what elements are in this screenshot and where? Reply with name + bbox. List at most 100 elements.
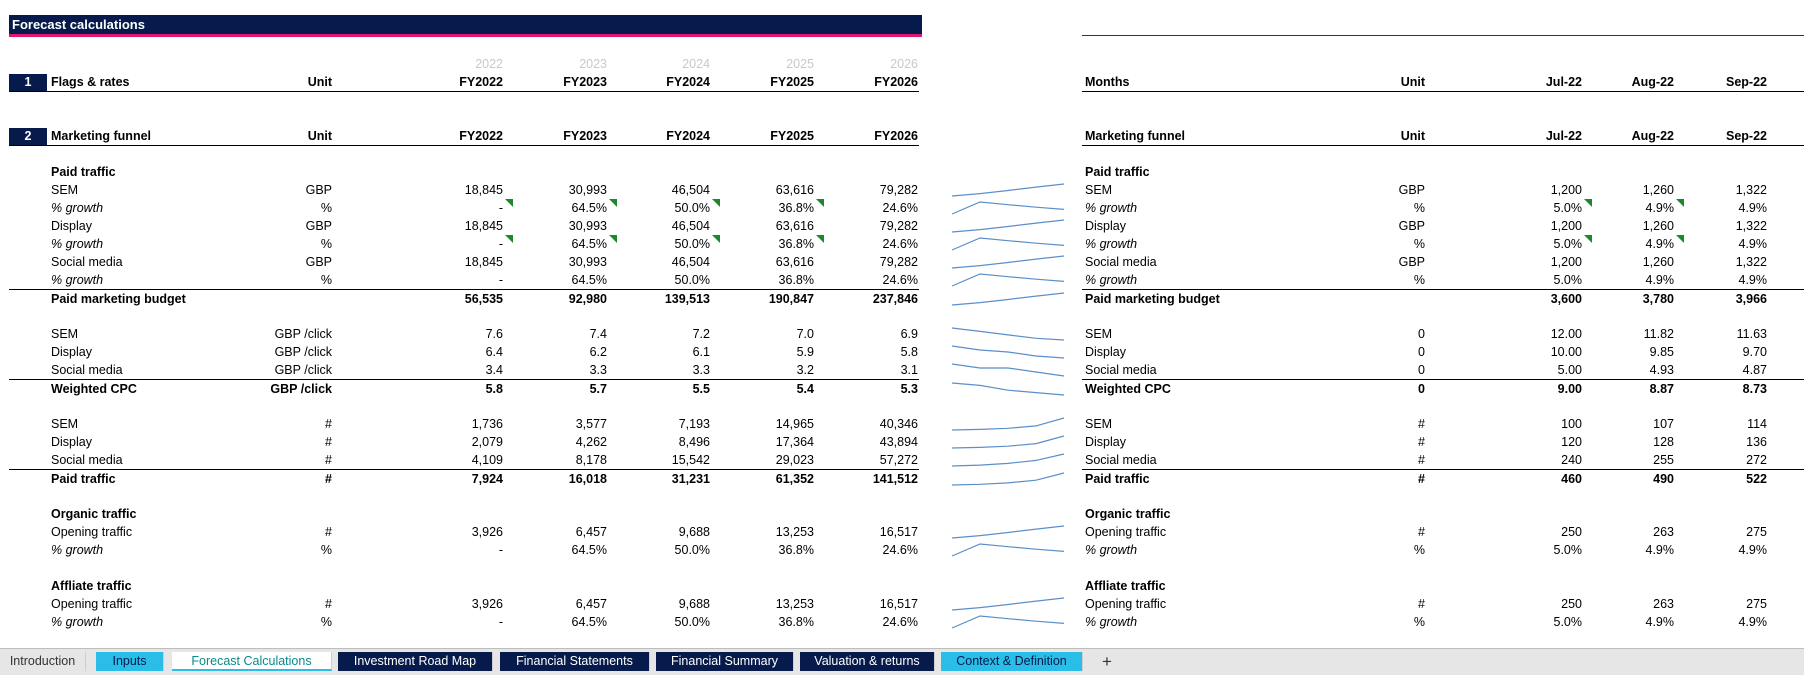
sheet-tab-context-definition[interactable]: Context & Definition	[941, 652, 1083, 671]
unit-header[interactable]: Unit	[1400, 129, 1425, 143]
row-unit[interactable]: #	[1418, 472, 1425, 486]
value-cell[interactable]: 43,894	[879, 435, 918, 449]
period-header[interactable]: FY2025	[770, 75, 814, 89]
row-unit[interactable]: %	[1413, 615, 1425, 629]
value-cell[interactable]: 8,178	[575, 453, 607, 467]
value-cell[interactable]: 4.9%	[1738, 615, 1768, 629]
value-cell[interactable]: 30,993	[568, 219, 607, 233]
value-cell[interactable]: 3,926	[471, 597, 503, 611]
value-cell[interactable]: 56,535	[464, 292, 503, 306]
value-cell[interactable]: 5.9	[796, 345, 814, 359]
value-cell[interactable]: 50.0%	[674, 543, 710, 557]
value-cell[interactable]: 13,253	[775, 597, 814, 611]
value-cell[interactable]: 36.8%	[737, 235, 824, 253]
value-cell[interactable]: 5.0%	[1505, 235, 1592, 253]
value-cell[interactable]: 3.2	[796, 363, 814, 377]
value-cell[interactable]: -	[498, 615, 503, 629]
value-cell[interactable]: 3,926	[471, 525, 503, 539]
value-cell[interactable]: 9.85	[1649, 345, 1674, 359]
value-cell[interactable]: 79,282	[879, 255, 918, 269]
value-cell[interactable]: 8.73	[1742, 382, 1767, 396]
period-header[interactable]: FY2026	[874, 129, 918, 143]
value-cell[interactable]: 9.70	[1742, 345, 1767, 359]
row-unit[interactable]: #	[1418, 435, 1425, 449]
row-label[interactable]: Paid marketing budget	[1085, 292, 1220, 306]
value-cell[interactable]: 272	[1746, 453, 1767, 467]
value-cell[interactable]: 16,517	[879, 525, 918, 539]
row-label[interactable]: Social media	[51, 453, 123, 467]
row-label[interactable]: SEM	[51, 327, 79, 341]
value-cell[interactable]: 15,542	[671, 453, 710, 467]
row-unit[interactable]: %	[320, 237, 332, 251]
row-label[interactable]: SEM	[1085, 327, 1113, 341]
group-heading[interactable]: Affliate traffic	[51, 579, 132, 593]
value-cell[interactable]: 6.2	[589, 345, 607, 359]
row-label[interactable]: Display	[1085, 219, 1126, 233]
value-cell[interactable]: 3.4	[485, 363, 503, 377]
value-cell[interactable]: 3,780	[1642, 292, 1674, 306]
unit-header[interactable]: Unit	[1400, 75, 1425, 89]
value-cell[interactable]: 10.00	[1550, 345, 1582, 359]
year-label[interactable]: 2026	[890, 57, 918, 71]
row-label[interactable]: % growth	[51, 201, 104, 215]
value-cell[interactable]: 24.6%	[882, 237, 918, 251]
row-label[interactable]: Opening traffic	[1085, 597, 1167, 611]
value-cell[interactable]: 5.4	[796, 382, 814, 396]
row-unit[interactable]: #	[325, 525, 332, 539]
value-cell[interactable]: 57,272	[879, 453, 918, 467]
row-label[interactable]: % growth	[51, 615, 104, 629]
row-label[interactable]: Social media	[1085, 453, 1157, 467]
value-cell[interactable]: 5.7	[589, 382, 607, 396]
value-cell[interactable]: 7.4	[589, 327, 607, 341]
unit-header[interactable]: Unit	[307, 129, 332, 143]
value-cell[interactable]: 1,322	[1735, 219, 1767, 233]
value-cell[interactable]: 3.1	[900, 363, 918, 377]
period-header[interactable]: FY2022	[459, 75, 503, 89]
row-unit[interactable]: 0	[1418, 363, 1425, 377]
value-cell[interactable]: 3.3	[692, 363, 710, 377]
value-cell[interactable]: 100	[1561, 417, 1582, 431]
value-cell[interactable]: 4.9%	[1738, 237, 1768, 251]
value-cell[interactable]: 3,577	[575, 417, 607, 431]
group-heading[interactable]: Organic traffic	[1085, 507, 1171, 521]
value-cell[interactable]: 64.5%	[571, 543, 607, 557]
value-cell[interactable]: 4.9%	[1738, 201, 1768, 215]
row-label[interactable]: Social media	[51, 255, 123, 269]
value-cell[interactable]: 5.0%	[1553, 273, 1583, 287]
sheet-tab-financial-statements[interactable]: Financial Statements	[500, 652, 650, 671]
row-unit[interactable]: GBP	[305, 219, 332, 233]
sheet-tab-inputs[interactable]: Inputs	[96, 652, 164, 671]
value-cell[interactable]: 18,845	[464, 255, 503, 269]
value-cell[interactable]: 64.5%	[571, 615, 607, 629]
row-label[interactable]: Opening traffic	[1085, 525, 1167, 539]
value-cell[interactable]: 1,260	[1642, 183, 1674, 197]
value-cell[interactable]: 9,688	[678, 525, 710, 539]
value-cell[interactable]: 4.9%	[1645, 273, 1675, 287]
value-cell[interactable]: 1,322	[1735, 183, 1767, 197]
sheet-tab-investment-road-map[interactable]: Investment Road Map	[338, 652, 493, 671]
row-label[interactable]: % growth	[51, 543, 104, 557]
row-label[interactable]: Paid marketing budget	[51, 292, 186, 306]
value-cell[interactable]: 3,600	[1550, 292, 1582, 306]
period-header[interactable]: Sep-22	[1726, 75, 1767, 89]
row-unit[interactable]: %	[1413, 237, 1425, 251]
row-unit[interactable]: #	[325, 417, 332, 431]
row-unit[interactable]: %	[320, 273, 332, 287]
value-cell[interactable]: 128	[1653, 435, 1674, 449]
row-label[interactable]: Opening traffic	[51, 597, 133, 611]
row-unit[interactable]: GBP	[1398, 183, 1425, 197]
group-heading[interactable]: Affliate traffic	[1085, 579, 1166, 593]
value-cell[interactable]: 63,616	[775, 183, 814, 197]
value-cell[interactable]: 92,980	[568, 292, 607, 306]
value-cell[interactable]: 63,616	[775, 255, 814, 269]
sheet-tab-introduction[interactable]: Introduction	[0, 652, 86, 671]
value-cell[interactable]: 18,845	[464, 219, 503, 233]
value-cell[interactable]: -	[426, 235, 513, 253]
row-unit[interactable]: GBP	[305, 183, 332, 197]
row-label[interactable]: Paid traffic	[1085, 472, 1150, 486]
unit-header[interactable]: Unit	[307, 75, 332, 89]
value-cell[interactable]: 36.8%	[737, 199, 824, 217]
value-cell[interactable]: 31,231	[671, 472, 710, 486]
value-cell[interactable]: 490	[1653, 472, 1674, 486]
value-cell[interactable]: 1,200	[1550, 183, 1582, 197]
